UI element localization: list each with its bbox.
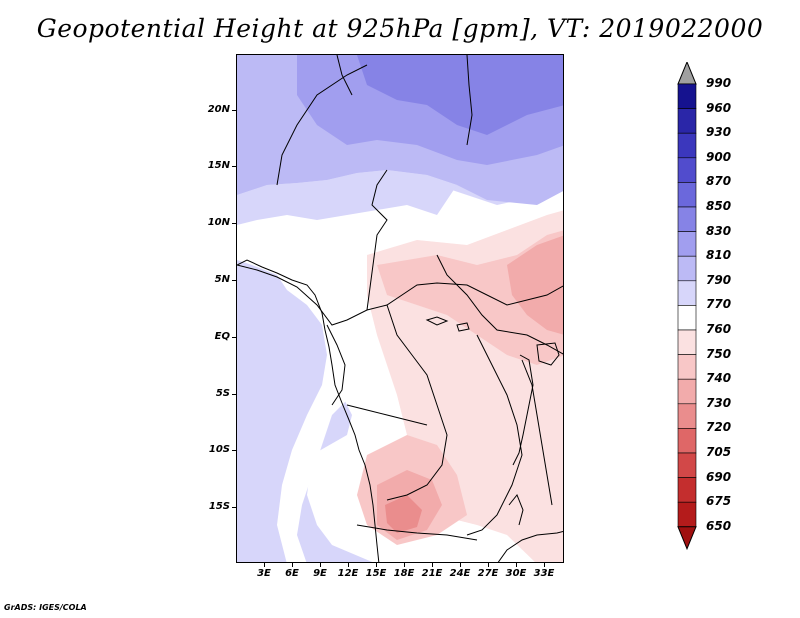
y-tick-label: 15N [207, 160, 230, 171]
x-tick [292, 563, 293, 567]
y-tick [232, 450, 236, 451]
colorbar-label: 650 [706, 518, 732, 533]
colorbar-swatch [677, 231, 697, 257]
colorbar-swatch [677, 108, 697, 134]
lakes [425, 316, 560, 526]
colorbar-label: 770 [706, 297, 732, 312]
colorbar-swatch [677, 83, 697, 109]
colorbar-swatch [677, 403, 697, 429]
y-tick-label: EQ [214, 331, 230, 342]
map-panel [236, 54, 564, 563]
geopotential-field-map [237, 55, 563, 562]
x-tick [460, 563, 461, 567]
y-tick [232, 507, 236, 508]
x-tick [264, 563, 265, 567]
colorbar-swatch [677, 157, 697, 183]
x-tick [432, 563, 433, 567]
x-tick [516, 563, 517, 567]
x-tick-label: 12E [337, 568, 359, 579]
y-tick [232, 223, 236, 224]
colorbar-label: 870 [706, 174, 732, 189]
country-borders [237, 55, 563, 541]
colorbar-label: 750 [706, 346, 732, 361]
colorbar-swatch [677, 206, 697, 232]
y-tick [232, 337, 236, 338]
colorbar-label: 740 [706, 371, 732, 386]
y-tick [232, 280, 236, 281]
x-tick [544, 563, 545, 567]
x-tick-label: 24E [449, 568, 471, 579]
grads-credit: GrADS: IGES/COLA [4, 603, 87, 612]
map-title: Geopotential Height at 925hPa [gpm], VT:… [36, 14, 764, 43]
x-tick-label: 18E [393, 568, 415, 579]
colorbar-label: 705 [706, 445, 732, 459]
colorbar-swatch [677, 354, 697, 380]
colorbar-label: 850 [706, 199, 732, 213]
colorbar-swatch [677, 255, 697, 282]
x-tick [348, 563, 349, 567]
colorbar-swatch [677, 280, 697, 306]
y-tick [232, 394, 236, 395]
colorbar-label: 930 [706, 125, 732, 140]
x-tick-label: 21E [421, 568, 443, 579]
coastline [237, 259, 563, 562]
colorbar-label: 730 [706, 395, 732, 410]
colorbar-label: 690 [706, 469, 732, 484]
south-pink4 [385, 495, 422, 533]
y-tick-label: 5S [215, 388, 230, 399]
colorbar-swatch [677, 329, 697, 355]
colorbar-label: 810 [706, 248, 732, 263]
colorbar-cap-top [677, 62, 697, 85]
north-band-lav4 [357, 55, 563, 135]
colorbar-label: 675 [706, 494, 732, 509]
colorbar-swatch [677, 378, 697, 405]
y-tick-label: 20N [207, 104, 230, 115]
colorbar-label: 720 [706, 420, 732, 435]
y-tick-label: 10N [207, 217, 230, 228]
x-tick [488, 563, 489, 567]
colorbar-label: 960 [706, 100, 732, 115]
x-tick [404, 563, 405, 567]
colorbar-label: 760 [706, 322, 732, 336]
colorbar-swatch [677, 452, 697, 478]
colorbar-swatch [677, 501, 697, 528]
x-tick-label: 33E [533, 568, 555, 579]
colorbar-swatch [677, 428, 697, 454]
y-tick-label: 15S [208, 501, 230, 512]
colorbar-swatch [677, 305, 697, 331]
x-tick-label: 27E [477, 568, 499, 579]
x-tick-label: 6E [285, 568, 299, 579]
colorbar-label: 900 [706, 149, 732, 164]
north-band-lav1-west [237, 170, 457, 225]
east-pink3 [507, 235, 563, 335]
y-tick-label: 10S [208, 444, 230, 455]
x-tick-label: 3E [257, 568, 271, 579]
y-tick [232, 166, 236, 167]
x-tick [376, 563, 377, 567]
x-tick-label: 30E [505, 568, 527, 579]
colorbar-cap-bottom [677, 526, 697, 551]
y-tick [232, 110, 236, 111]
colorbar-label: 990 [706, 76, 732, 90]
x-tick [320, 563, 321, 567]
colorbar-label: 790 [706, 272, 732, 287]
y-tick-label: 5N [214, 274, 230, 285]
x-tick-label: 9E [313, 568, 327, 579]
colorbar [677, 62, 697, 551]
coast-white [277, 270, 367, 562]
colorbar-swatch [677, 477, 697, 503]
colorbar-swatch [677, 182, 697, 208]
colorbar-swatch [677, 132, 697, 159]
x-tick-label: 15E [365, 568, 387, 579]
colorbar-label: 830 [706, 223, 732, 238]
